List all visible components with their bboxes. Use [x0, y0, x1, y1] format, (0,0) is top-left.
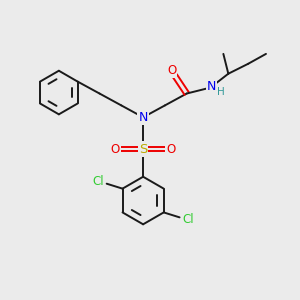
Text: N: N	[138, 111, 148, 124]
Text: O: O	[167, 64, 176, 77]
Text: H: H	[217, 86, 224, 97]
Text: O: O	[166, 142, 176, 155]
Text: S: S	[139, 142, 147, 155]
Text: N: N	[207, 80, 216, 93]
Text: O: O	[111, 142, 120, 155]
Text: Cl: Cl	[183, 213, 194, 226]
Text: Cl: Cl	[92, 175, 103, 188]
